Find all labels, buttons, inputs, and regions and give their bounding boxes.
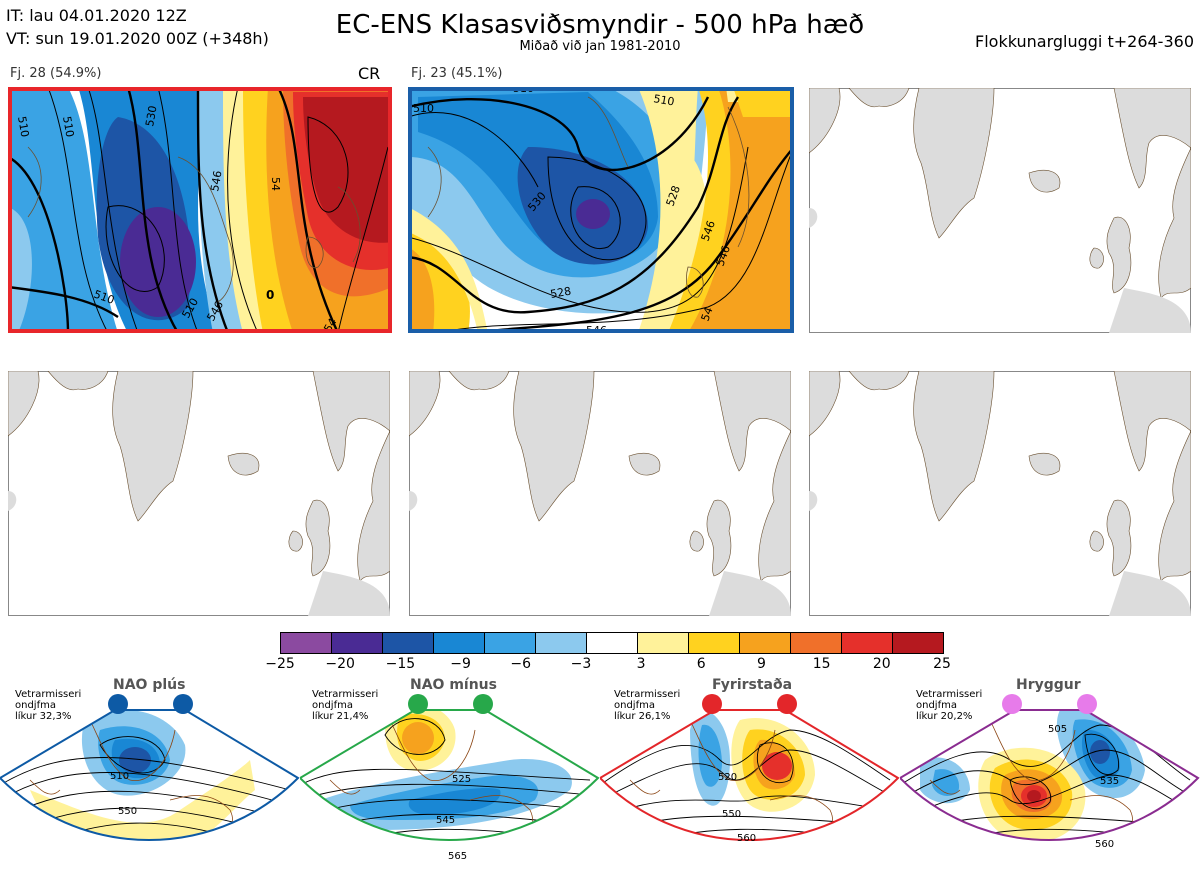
panel-1-label: Fj. 28 (54.9%) [10,66,102,81]
contour-label: 510 [15,115,31,138]
contour-label: 546 [208,170,224,193]
colorbar-segment [689,633,740,653]
colorbar-segment [332,633,383,653]
colorbar-tick-label: −25 [265,656,295,672]
contour-label: 530 [143,105,159,128]
regime-marker [702,694,722,714]
regime-marker [777,694,797,714]
regime-marker [1077,694,1097,714]
regime-marker [408,694,428,714]
colorbar-tick-label: −3 [570,656,592,672]
cluster-map-1: 510 510 530 546 546 54 0 510 510 54 [8,87,392,333]
regime-marker [173,694,193,714]
colorbar-tick-label: −15 [385,656,416,672]
colorbar-segment [281,633,332,653]
contour-label: 545 [436,815,455,826]
cluster-map-2: 510 510 530 528 546 546 528 546 54 510 [408,87,794,333]
colorbar-tick-label: 6 [696,656,706,672]
colorbar-segment [893,633,943,653]
regime-border [900,709,1200,842]
colorbar-tick-label: −9 [450,656,471,672]
regime-map-blocking: 520 550 560 [600,694,900,844]
contour-label: 550 [118,806,137,817]
regime-map-nao-minus: 525 545 565 [300,694,600,862]
regime-marker [473,694,493,714]
regime-marker [1002,694,1022,714]
init-time: IT: lau 04.01.2020 12Z [6,6,187,25]
contour-label: 510 [110,771,129,782]
contour-label: 525 [452,774,471,785]
colorbar-segment [842,633,893,653]
regime-title-blocking: Fyrirstaða [712,677,793,693]
regime-title-nao-plus: NAO plús [113,677,186,693]
contour-label: 550 [722,809,741,820]
contour-label: 520 [718,772,737,783]
colorbar [280,632,944,654]
contour-label: 528 [549,285,572,301]
regime-border [0,709,300,842]
colorbar-tick-label: 15 [812,656,831,672]
regime-border [300,709,600,842]
regime-note-ridge: Vetrarmisseri ondjfma líkur 20,2% [916,689,983,722]
regime-title-ridge: Hryggur [1016,677,1081,693]
regime-map-nao-plus: 510 550 [0,694,300,842]
colorbar-segment [536,633,587,653]
colorbar-tick-label: 20 [872,656,891,672]
regime-note-blocking: Vetrarmisseri ondjfma líkur 26,1% [614,689,681,722]
regime-marker [108,694,128,714]
contour-label: 505 [1048,724,1067,735]
colorbar-tick-label: −20 [325,656,355,672]
header-info: IT: lau 04.01.2020 12Z VT: sun 19.01.202… [6,4,269,50]
page-title: EC-ENS Klasasviðsmyndir - 500 hPa hæð [335,10,865,40]
regime-map-ridge: 505 535 560 [900,694,1200,850]
panel-2-label: Fj. 23 (45.1%) [411,66,503,81]
cluster-border [8,87,392,333]
colorbar-segment [587,633,638,653]
contour-label: 546 [586,324,607,333]
cluster-window: Flokkunargluggi t+264-360 [975,32,1194,51]
regime-note-nao-plus: Vetrarmisseri ondjfma líkur 32,3% [15,689,82,722]
colorbar-tick-label: 25 [933,656,951,672]
colorbar-tick-label: 9 [756,656,766,672]
cluster-map-3 [809,88,1191,333]
colorbar-segment [638,633,689,653]
cluster-map-4 [8,371,390,616]
regime-border [600,709,900,842]
contour-label: 560 [1095,839,1114,850]
colorbar-segment [791,633,842,653]
contour-label: 0 [266,288,274,302]
contour-label: 565 [448,851,467,862]
contour-label: 535 [1100,776,1119,787]
regime-note-nao-minus: Vetrarmisseri ondjfma líkur 21,4% [312,689,379,722]
contour-label: 54 [269,177,282,191]
panel-1-tag: CR [358,64,381,83]
contour-label: 560 [737,833,756,844]
colorbar-segment [485,633,536,653]
page-subtitle: Miðað við jan 1981-2010 [519,39,681,54]
valid-time: VT: sun 19.01.2020 00Z (+348h) [6,29,269,48]
colorbar-segment [383,633,434,653]
cluster-map-6 [809,371,1191,616]
colorbar-tick-label: −6 [510,656,532,672]
colorbar-segment [740,633,791,653]
cluster-map-5 [409,371,791,616]
cluster-border [408,87,794,333]
contour-label: 54 [699,305,716,323]
contour-label: 510 [60,115,76,138]
contour-label: 54 [321,316,339,333]
contour-label: 510 [413,102,434,115]
colorbar-tick-label: 3 [636,656,646,672]
regime-title-nao-minus: NAO mínus [410,677,497,693]
colorbar-segment [434,633,485,653]
contour-label: 510 [652,92,675,108]
